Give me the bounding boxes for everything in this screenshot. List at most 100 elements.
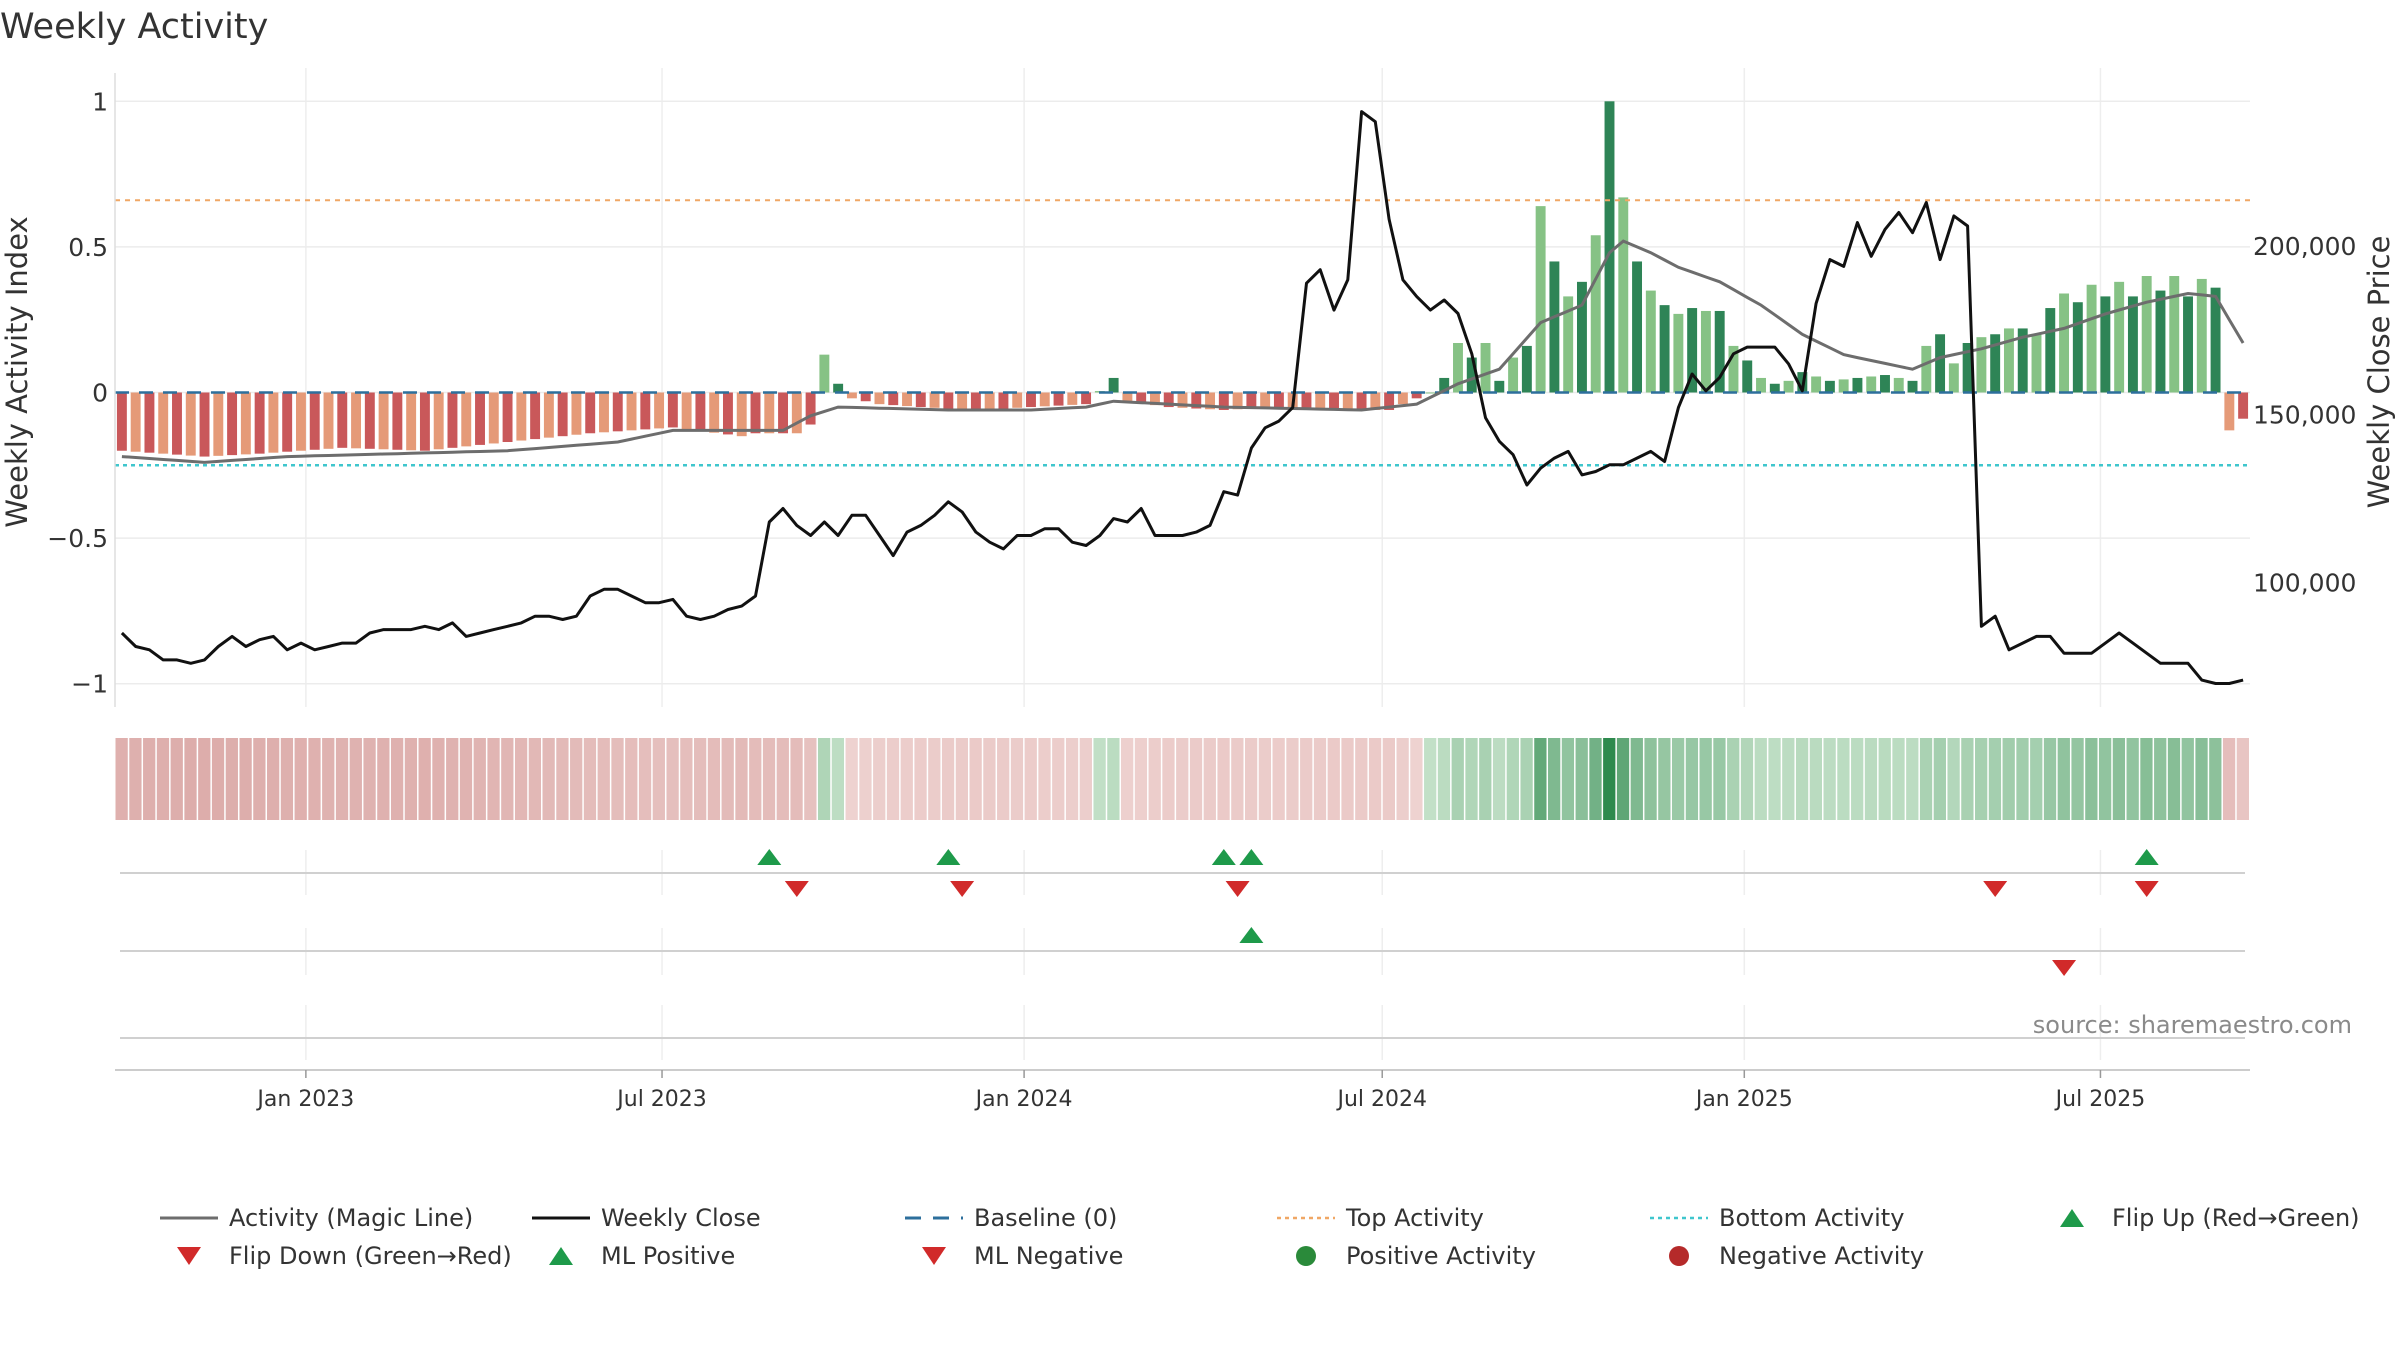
band-cell <box>542 738 555 820</box>
activity-bar <box>488 392 499 444</box>
activity-bar <box>530 392 541 440</box>
y-axis-title-right: Weekly Close Price <box>2362 236 2396 509</box>
activity-bar <box>888 392 899 406</box>
band-cell <box>335 738 349 820</box>
activity-bar <box>1218 392 1229 410</box>
legend-item: Positive Activity <box>1296 1242 1536 1270</box>
band-cell <box>308 738 321 820</box>
activity-bar <box>1907 380 1918 393</box>
activity-bar <box>1425 392 1436 394</box>
activity-bars <box>116 101 2249 457</box>
activity-bar <box>1769 383 1780 393</box>
band-cell <box>432 738 445 820</box>
band-cell <box>2181 738 2194 820</box>
activity-bar <box>1384 392 1395 410</box>
activity-bar <box>1494 380 1505 393</box>
band-cell <box>404 738 418 820</box>
band-cell <box>1189 738 1203 820</box>
band-cell <box>666 738 679 820</box>
band-cell <box>1589 738 1602 820</box>
band-cell <box>1465 738 1478 820</box>
activity-bar <box>1149 392 1160 406</box>
x-tick-label: Jul 2025 <box>2054 1087 2146 1112</box>
activity-bar <box>1081 392 1092 405</box>
band-cell <box>2030 738 2043 820</box>
activity-bar <box>1067 392 1078 405</box>
band-cell <box>1685 738 1699 820</box>
activity-bar <box>2238 392 2249 419</box>
band-cell <box>1713 738 1726 820</box>
activity-bar <box>1053 392 1064 406</box>
band-cell <box>349 738 362 820</box>
band-cell <box>1134 738 1148 820</box>
activity-bar <box>516 392 527 441</box>
band-cell <box>1837 738 1850 820</box>
activity-bar <box>750 392 761 434</box>
activity-bar <box>681 392 692 430</box>
activity-bar <box>1329 392 1339 410</box>
band-cell <box>749 738 762 820</box>
activity-bar <box>695 392 706 431</box>
activity-bar <box>502 392 513 443</box>
event-rows <box>120 849 2245 1060</box>
activity-bar <box>351 392 362 449</box>
band-cell <box>886 738 900 820</box>
band-cell <box>1782 738 1795 820</box>
activity-bar <box>461 392 472 447</box>
legend-item: Flip Down (Green→Red) <box>177 1242 512 1270</box>
activity-bar <box>571 392 582 435</box>
activity-bar <box>1163 392 1174 408</box>
band-cell <box>1740 738 1754 820</box>
activity-bar <box>1453 342 1463 393</box>
band-cell <box>1988 738 2002 820</box>
band-cell <box>804 738 817 820</box>
series-lines <box>115 110 2250 685</box>
band-cell <box>1671 738 1685 820</box>
activity-bar <box>902 392 912 407</box>
band-cell <box>390 738 404 820</box>
activity-bar <box>1012 392 1023 408</box>
band-cell <box>1437 738 1451 820</box>
band-cell <box>570 738 583 820</box>
band-cell <box>1699 738 1712 820</box>
band-cell <box>1906 738 1919 820</box>
activity-bar <box>295 392 306 451</box>
flip-up-marker <box>1239 849 1264 865</box>
band-cell <box>1313 738 1327 820</box>
activity-bar <box>1976 337 1987 393</box>
band-cell <box>2071 738 2084 820</box>
activity-bar <box>116 392 127 451</box>
activity-bar <box>144 392 155 453</box>
band-cell <box>1975 738 1988 820</box>
y-tick-label-left: −1 <box>71 670 108 699</box>
band-cell <box>680 738 693 820</box>
activity-bar <box>1618 197 1629 393</box>
activity-bar <box>1535 206 1546 393</box>
activity-bar <box>1632 261 1643 393</box>
activity-bar <box>213 392 224 456</box>
activity-bar <box>2100 296 2111 393</box>
activity-bar <box>2196 278 2207 393</box>
band-cell <box>1121 738 1134 820</box>
band-cell <box>1658 738 1671 820</box>
band-cell <box>473 738 486 820</box>
activity-bar <box>1521 345 1532 393</box>
band-cell <box>1217 738 1230 820</box>
activity-bar <box>943 392 954 409</box>
activity-bar <box>778 392 789 434</box>
activity-bar <box>447 392 458 448</box>
activity-bar <box>1439 377 1450 393</box>
activity-bar <box>599 392 609 433</box>
activity-bar <box>2031 334 2042 393</box>
band-cell <box>446 738 459 820</box>
band-cell <box>1382 738 1395 820</box>
legend-item: Baseline (0) <box>905 1204 1117 1232</box>
activity-bar <box>957 392 968 410</box>
activity-bar <box>1397 392 1408 405</box>
activity-bar <box>1315 392 1326 410</box>
band-cell <box>239 738 252 820</box>
band-cell <box>873 738 886 820</box>
activity-bar <box>1246 392 1257 409</box>
activity-bar <box>1563 296 1574 393</box>
x-tick-label: Jul 2023 <box>615 1087 707 1112</box>
